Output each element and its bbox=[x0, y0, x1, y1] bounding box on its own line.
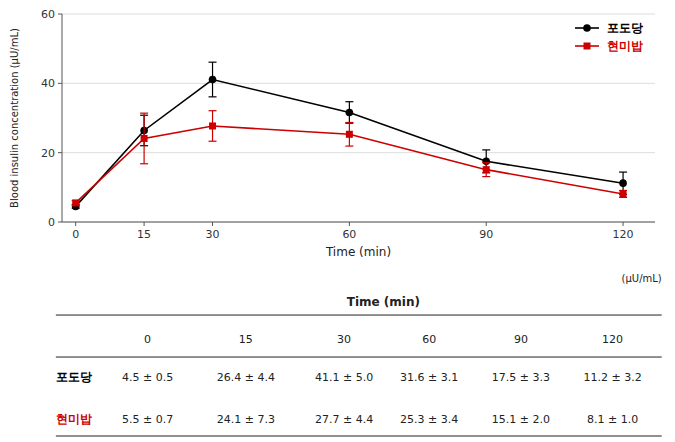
tick-label: 15 bbox=[137, 228, 151, 241]
table-cell: 8.1 ± 1.0 bbox=[587, 413, 638, 426]
x-axis-line bbox=[62, 222, 655, 223]
table-cell: 26.4 ± 4.4 bbox=[217, 371, 275, 384]
tick-label: 0 bbox=[48, 216, 55, 229]
tick-label: 0 bbox=[72, 228, 79, 241]
table-unit: (μU/mL) bbox=[622, 273, 662, 284]
point bbox=[141, 135, 148, 142]
table-cell: 41.1 ± 5.0 bbox=[315, 371, 373, 384]
table-rule bbox=[56, 436, 662, 437]
error-bar-cap bbox=[140, 113, 148, 114]
table-cell: 17.5 ± 3.3 bbox=[492, 371, 550, 384]
error-bar bbox=[619, 190, 627, 197]
point bbox=[483, 166, 490, 173]
table-column-header: 120 bbox=[602, 333, 623, 346]
legend-label: 현미밥 bbox=[607, 39, 643, 53]
legend-label: 포도당 bbox=[607, 21, 643, 35]
error-bar bbox=[209, 111, 217, 142]
error-bar bbox=[345, 123, 353, 147]
table-column-header: 90 bbox=[514, 333, 528, 346]
table-column-header: 15 bbox=[239, 333, 253, 346]
tick-mark bbox=[144, 222, 145, 226]
legend-marker bbox=[583, 24, 591, 32]
tick-mark bbox=[58, 83, 62, 84]
error-bar bbox=[345, 102, 353, 123]
error-bar-cap bbox=[345, 122, 353, 123]
tick-mark bbox=[349, 222, 350, 226]
tick-label: 30 bbox=[206, 228, 220, 241]
table-cell: 27.7 ± 4.4 bbox=[315, 413, 373, 426]
tick-label: 60 bbox=[41, 8, 55, 21]
error-bar-cap bbox=[209, 141, 217, 142]
tick-label: 40 bbox=[41, 77, 55, 90]
series bbox=[72, 62, 627, 210]
table-cell: 11.2 ± 3.2 bbox=[583, 371, 641, 384]
table-rule bbox=[56, 315, 662, 316]
tick-label: 120 bbox=[613, 228, 634, 241]
error-bar-cap bbox=[345, 101, 353, 102]
tick-mark bbox=[75, 222, 76, 226]
x-axis-label: Time (min) bbox=[325, 245, 391, 259]
error-bar bbox=[482, 150, 490, 173]
error-bar-cap bbox=[619, 171, 627, 172]
point bbox=[209, 76, 217, 84]
table-row-label: 포도당 bbox=[56, 370, 92, 384]
chart: 0 20 40 60 0 15 30 60 90 120 Time (min) Blood insul… bbox=[0, 0, 675, 442]
tick-label: 20 bbox=[41, 147, 55, 160]
error-bar-cap bbox=[482, 162, 490, 163]
grid-line bbox=[62, 152, 655, 153]
error-bar-cap bbox=[482, 176, 490, 177]
tick-mark bbox=[212, 222, 213, 226]
tick-mark bbox=[623, 222, 624, 226]
tick-mark bbox=[486, 222, 487, 226]
grid-line bbox=[62, 83, 655, 84]
table-row-label: 현미밥 bbox=[56, 412, 92, 426]
table-cell: 31.6 ± 3.1 bbox=[400, 371, 458, 384]
tick-mark bbox=[58, 222, 62, 223]
point bbox=[346, 131, 353, 138]
point bbox=[620, 190, 627, 197]
grid-line bbox=[62, 222, 655, 223]
table-cell: 4.5 ± 0.5 bbox=[122, 371, 173, 384]
table-header: Time (min) bbox=[347, 295, 420, 309]
y-axis-line bbox=[62, 14, 63, 222]
table-rule bbox=[56, 357, 662, 358]
series bbox=[72, 111, 627, 207]
error-bar bbox=[482, 163, 490, 177]
tick-label: 60 bbox=[342, 228, 356, 241]
tick-mark bbox=[58, 14, 62, 15]
table-column-header: 0 bbox=[144, 333, 151, 346]
plot-area bbox=[72, 62, 627, 210]
point bbox=[346, 109, 354, 117]
table-column-header: 60 bbox=[422, 333, 436, 346]
error-bar-cap bbox=[209, 96, 217, 97]
y-axis-label: Blood insulin concentration (μU/mL) bbox=[9, 28, 20, 208]
tick-mark bbox=[58, 152, 62, 153]
grid-line bbox=[62, 14, 655, 15]
error-bar bbox=[209, 62, 217, 97]
error-bar bbox=[140, 113, 148, 164]
table-cell: 15.1 ± 2.0 bbox=[492, 413, 550, 426]
table-cell: 5.5 ± 0.7 bbox=[122, 413, 173, 426]
series-line bbox=[76, 80, 623, 207]
table-cell: 24.1 ± 7.3 bbox=[217, 413, 275, 426]
series-line bbox=[76, 126, 623, 203]
legend-marker bbox=[584, 43, 591, 50]
table-column-header: 30 bbox=[337, 333, 351, 346]
error-bar-cap bbox=[482, 149, 490, 150]
table: (μU/mL) Time (min) 0 15 30 60 90 120 포도당 4.5 ± 0.… bbox=[56, 273, 662, 436]
point bbox=[619, 179, 627, 187]
point bbox=[72, 199, 79, 206]
error-bar-cap bbox=[209, 110, 217, 111]
error-bar-cap bbox=[140, 163, 148, 164]
tick-label: 90 bbox=[479, 228, 493, 241]
table-cell: 25.3 ± 3.4 bbox=[400, 413, 458, 426]
error-bar-cap bbox=[345, 145, 353, 146]
legend: 포도당현미밥 bbox=[575, 21, 643, 53]
point bbox=[209, 122, 216, 129]
error-bar-cap bbox=[209, 62, 217, 63]
